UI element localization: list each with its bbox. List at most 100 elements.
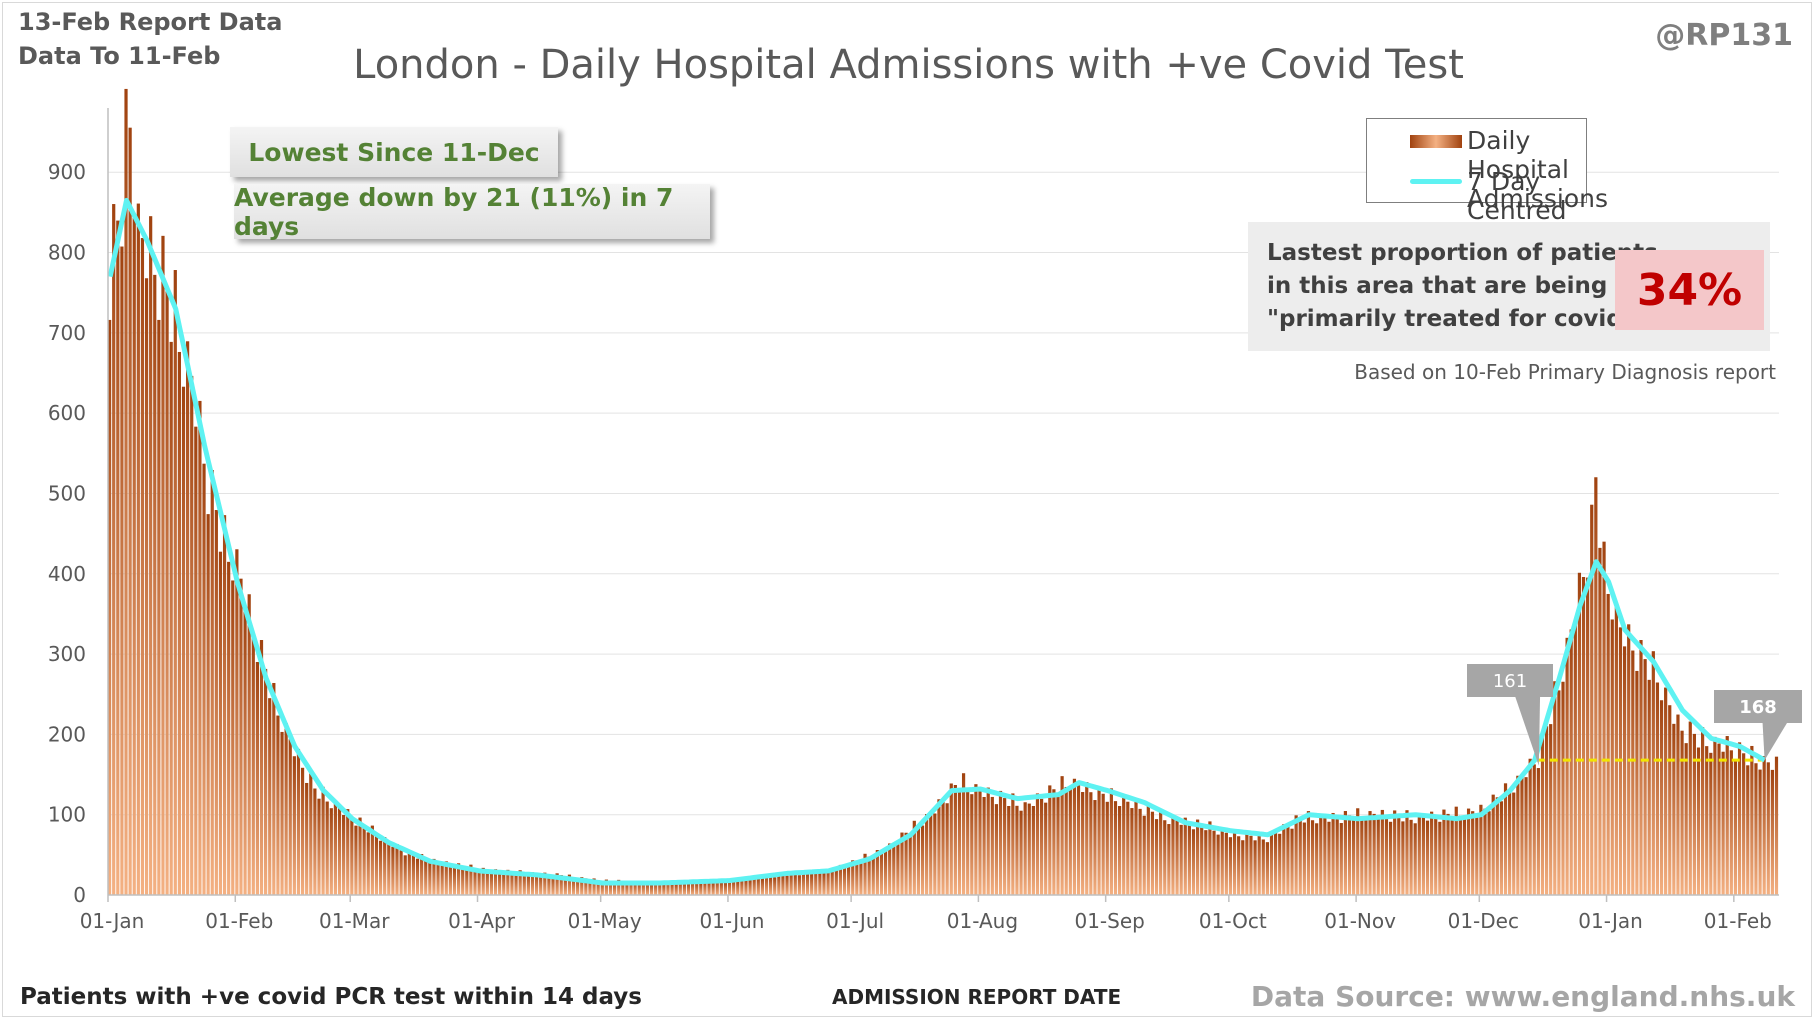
admissions-bar bbox=[547, 874, 551, 895]
admissions-bar bbox=[1039, 798, 1044, 895]
admissions-bar bbox=[165, 286, 169, 895]
admissions-bar bbox=[231, 580, 235, 895]
admissions-bar bbox=[411, 855, 416, 895]
admissions-bar bbox=[1171, 816, 1175, 895]
admissions-bar bbox=[383, 837, 387, 895]
admissions-bar bbox=[1417, 814, 1421, 895]
admissions-bar bbox=[227, 561, 231, 895]
admissions-bar bbox=[1770, 769, 1774, 895]
admissions-bar bbox=[403, 855, 407, 895]
admissions-bar bbox=[892, 844, 896, 895]
y-tick-label: 400 bbox=[48, 562, 86, 586]
admissions-bar bbox=[1191, 829, 1196, 895]
admissions-bar bbox=[777, 874, 781, 895]
admissions-bar bbox=[502, 873, 506, 895]
admissions-bar bbox=[1737, 742, 1742, 895]
admissions-bar bbox=[498, 871, 502, 895]
admissions-bar bbox=[604, 879, 608, 895]
admissions-bar bbox=[797, 875, 801, 895]
y-tick-label: 0 bbox=[73, 883, 86, 907]
admissions-bar bbox=[522, 873, 526, 895]
admissions-bar bbox=[1746, 765, 1750, 895]
admissions-bar bbox=[108, 319, 112, 895]
admissions-bar bbox=[925, 814, 929, 895]
admissions-bar bbox=[1659, 700, 1664, 895]
admissions-bar bbox=[920, 825, 925, 895]
admissions-bar bbox=[1245, 831, 1249, 895]
admissions-bar bbox=[1709, 752, 1713, 895]
admissions-bar bbox=[1060, 776, 1064, 895]
info-line-2: in this area that are being bbox=[1267, 273, 1608, 299]
admissions-bar bbox=[378, 840, 383, 895]
admissions-bar bbox=[1228, 837, 1233, 895]
admissions-bar bbox=[280, 731, 284, 895]
admissions-bar bbox=[243, 609, 247, 895]
admissions-bar bbox=[1577, 572, 1582, 895]
admissions-bar bbox=[785, 875, 789, 895]
admissions-bar bbox=[1742, 753, 1746, 895]
admissions-bar bbox=[1134, 800, 1138, 895]
admissions-bar bbox=[1655, 682, 1660, 895]
admissions-bar bbox=[1200, 824, 1204, 895]
admissions-bar bbox=[206, 514, 210, 895]
admissions-bar bbox=[1635, 670, 1639, 895]
admissions-bar bbox=[1122, 796, 1126, 895]
admissions-bar bbox=[1064, 786, 1068, 895]
x-axis-title: ADMISSION REPORT DATE bbox=[832, 985, 1122, 1009]
admissions-bar bbox=[756, 877, 760, 895]
admissions-bar bbox=[128, 127, 132, 896]
admissions-bar bbox=[173, 270, 177, 896]
admissions-bar bbox=[1089, 792, 1093, 895]
admissions-bar bbox=[637, 882, 641, 895]
admissions-bar bbox=[1072, 778, 1077, 895]
admissions-bar bbox=[251, 632, 255, 895]
admissions-bar bbox=[986, 787, 990, 895]
admissions-bar bbox=[415, 858, 420, 895]
admissions-bar bbox=[530, 872, 535, 895]
admissions-bar bbox=[847, 866, 851, 895]
admissions-bar bbox=[1491, 794, 1495, 895]
admissions-bar bbox=[1692, 733, 1696, 895]
report-date-label: 13-Feb Report Data bbox=[18, 8, 283, 36]
admissions-bar bbox=[1298, 817, 1302, 895]
admissions-bar bbox=[1434, 817, 1438, 895]
admissions-bar bbox=[407, 851, 411, 895]
admissions-bar bbox=[1274, 833, 1278, 895]
admissions-bar bbox=[1220, 828, 1224, 895]
marker-callout: 161 bbox=[1467, 664, 1553, 766]
admissions-bar bbox=[1023, 802, 1027, 895]
admissions-bar bbox=[1331, 812, 1335, 895]
admissions-bar bbox=[1150, 811, 1155, 895]
x-tick-label: 01-Aug bbox=[947, 909, 1018, 933]
admissions-bar bbox=[912, 820, 916, 895]
admissions-bar bbox=[157, 319, 161, 895]
admissions-bar bbox=[674, 883, 678, 895]
admissions-bar bbox=[1224, 832, 1228, 895]
admissions-bar bbox=[1421, 817, 1426, 895]
admissions-bar bbox=[1466, 808, 1471, 895]
admissions-bar bbox=[239, 578, 243, 895]
primary-treatment-panel: Lastest proportion of patients in this a… bbox=[1248, 222, 1770, 351]
admissions-bar bbox=[1450, 819, 1454, 895]
admissions-bar bbox=[842, 865, 847, 895]
admissions-bar bbox=[957, 788, 962, 895]
admissions-bar bbox=[666, 881, 670, 895]
admissions-bar bbox=[822, 872, 826, 895]
admissions-bar bbox=[1705, 746, 1709, 895]
admissions-bar bbox=[1126, 801, 1130, 895]
admissions-bar bbox=[161, 235, 165, 895]
admissions-bar bbox=[342, 815, 346, 895]
admissions-bar bbox=[420, 854, 424, 895]
admissions-bar bbox=[1696, 747, 1701, 895]
admissions-bar bbox=[276, 715, 280, 895]
admissions-bar bbox=[1163, 820, 1167, 895]
admissions-bar bbox=[875, 850, 879, 895]
marker-box bbox=[1467, 664, 1553, 697]
y-tick-label: 800 bbox=[48, 241, 86, 265]
admissions-bar bbox=[571, 877, 576, 895]
admissions-bar bbox=[970, 794, 974, 895]
admissions-bar bbox=[1265, 842, 1269, 895]
admissions-bar bbox=[264, 668, 268, 895]
admissions-bar bbox=[1339, 823, 1343, 895]
x-tick-label: 01-Dec bbox=[1448, 909, 1519, 933]
